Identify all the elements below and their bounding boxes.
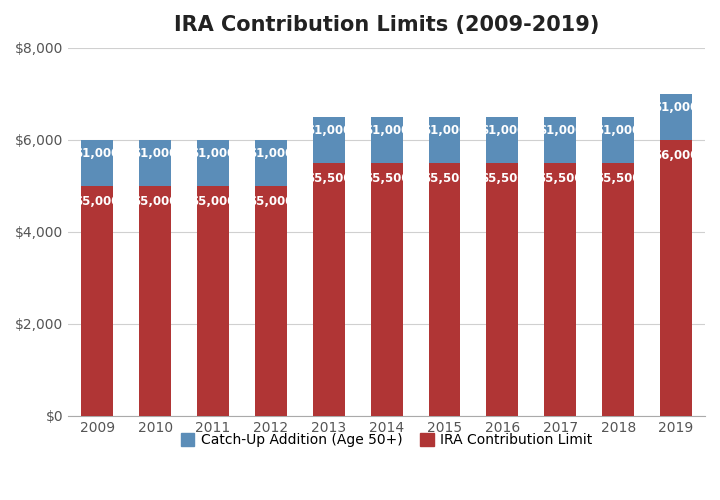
Text: $5,500: $5,500 (538, 172, 583, 185)
Bar (197, 186, 229, 416)
Text: $1,000: $1,000 (364, 124, 409, 136)
Text: $1,000: $1,000 (480, 124, 525, 136)
Bar (544, 116, 576, 162)
Bar (428, 162, 460, 416)
Bar (139, 186, 171, 416)
Text: $1,000: $1,000 (422, 124, 467, 136)
Text: $1,000: $1,000 (132, 146, 178, 160)
Bar (312, 162, 345, 416)
Text: $5,500: $5,500 (480, 172, 525, 185)
Bar (255, 186, 287, 416)
Text: $1,000: $1,000 (306, 124, 351, 136)
Bar (371, 116, 402, 162)
Text: $1,000: $1,000 (538, 124, 583, 136)
Text: $1,000: $1,000 (654, 100, 698, 114)
Text: $1,000: $1,000 (595, 124, 641, 136)
Bar (660, 94, 692, 140)
Bar (602, 162, 634, 416)
Bar (487, 116, 518, 162)
Bar (602, 116, 634, 162)
Title: IRA Contribution Limits (2009-2019): IRA Contribution Limits (2009-2019) (174, 15, 599, 35)
Legend: Catch-Up Addition (Age 50+), IRA Contribution Limit: Catch-Up Addition (Age 50+), IRA Contrib… (175, 428, 598, 453)
Text: $5,000: $5,000 (74, 195, 120, 208)
Bar (255, 140, 287, 186)
Text: $5,500: $5,500 (595, 172, 641, 185)
Text: $5,500: $5,500 (306, 172, 351, 185)
Bar (544, 162, 576, 416)
Bar (428, 116, 460, 162)
Text: $5,000: $5,000 (190, 195, 235, 208)
Text: $1,000: $1,000 (190, 146, 235, 160)
Bar (312, 116, 345, 162)
Bar (660, 140, 692, 415)
Text: $1,000: $1,000 (75, 146, 120, 160)
Bar (487, 162, 518, 416)
Bar (81, 140, 113, 186)
Bar (371, 162, 402, 416)
Text: $1,000: $1,000 (248, 146, 294, 160)
Text: $5,500: $5,500 (422, 172, 467, 185)
Text: $5,500: $5,500 (364, 172, 410, 185)
Text: $6,000: $6,000 (653, 149, 698, 162)
Bar (81, 186, 113, 416)
Text: $5,000: $5,000 (248, 195, 294, 208)
Bar (139, 140, 171, 186)
Bar (197, 140, 229, 186)
Text: $5,000: $5,000 (132, 195, 178, 208)
